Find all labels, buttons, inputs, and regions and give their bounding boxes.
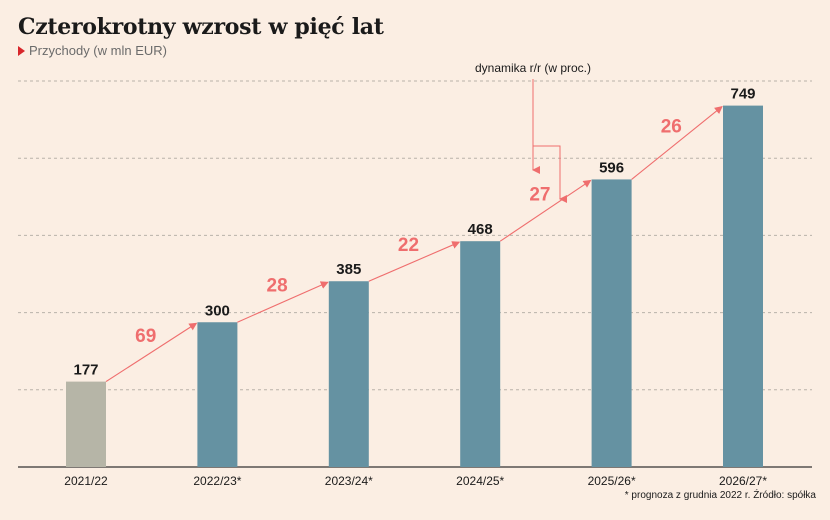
x-tick-label: 2021/22 (64, 474, 108, 488)
value-label: 749 (730, 86, 755, 103)
x-tick-label: 2024/25* (456, 474, 504, 488)
subtitle-text: Przychody (w mln EUR) (29, 43, 167, 58)
growth-annotation: dynamika r/r (w proc.) (475, 61, 591, 75)
footnote: * prognoza z grudnia 2022 r. Źródło: spó… (624, 490, 816, 501)
growth-arrow (105, 322, 198, 383)
growth-label: 27 (529, 184, 550, 205)
value-label: 596 (599, 159, 624, 176)
annotation-pointer-right (533, 145, 567, 203)
value-label: 177 (73, 362, 98, 379)
growth-label: 22 (398, 235, 419, 256)
bar-2026/27* (723, 105, 763, 468)
growth-arrow (368, 241, 461, 282)
chart-title: Czterokrotny wzrost w pięć lat (18, 14, 384, 40)
x-tick-label: 2022/23* (193, 474, 241, 488)
bar-2024/25* (460, 241, 501, 467)
growth-arrow (631, 105, 723, 180)
bar-2022/23* (197, 322, 238, 467)
growth-arrow (499, 179, 592, 242)
bar-2021/22 (66, 381, 106, 467)
growth-label: 69 (135, 326, 156, 347)
triangle-marker-icon (18, 45, 25, 56)
value-label: 468 (468, 221, 493, 238)
x-tick-label: 2025/26* (588, 474, 636, 488)
value-label: 385 (336, 261, 361, 278)
chart-subtitle: Przychody (w mln EUR) (18, 43, 167, 58)
value-label: 300 (205, 302, 230, 319)
growth-arrow (237, 281, 329, 323)
x-tick-label: 2026/27* (719, 474, 767, 488)
bar-2025/26* (591, 179, 632, 467)
x-tick-label: 2023/24* (325, 474, 373, 488)
growth-label: 28 (267, 276, 288, 297)
bar-2023/24* (328, 281, 369, 467)
growth-label: 26 (661, 117, 682, 138)
